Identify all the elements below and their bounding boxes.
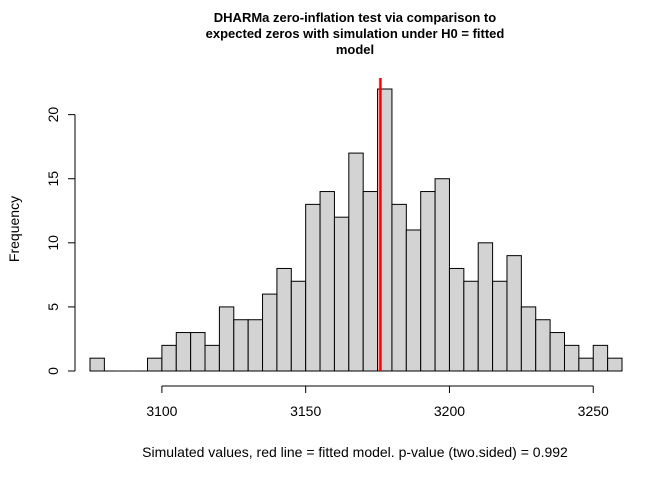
y-tick-label: 15 <box>45 171 61 187</box>
histogram-bar <box>520 306 537 372</box>
histogram-bar <box>161 344 177 372</box>
histogram-bar <box>262 293 278 372</box>
histogram-bar <box>276 267 292 372</box>
chart-title-line-3: model <box>336 42 374 57</box>
histogram-bars <box>89 88 623 372</box>
histogram-bar <box>348 152 364 372</box>
chart-title: DHARMa zero-inflation test via compariso… <box>206 10 505 57</box>
y-tick-label: 20 <box>45 107 61 123</box>
histogram-bar <box>204 344 220 372</box>
histogram-bar <box>218 306 235 372</box>
histogram-bar <box>247 319 264 372</box>
x-tick-label: 3150 <box>290 403 321 419</box>
histogram-bar <box>319 191 335 372</box>
chart-title-line-1: DHARMa zero-inflation test via compariso… <box>214 10 496 25</box>
histogram-bar <box>333 216 350 372</box>
histogram-bar <box>89 357 105 372</box>
y-axis: 0 5 10 15 20 <box>45 107 76 375</box>
histogram-bar <box>477 242 494 372</box>
histogram-bar <box>405 229 422 372</box>
histogram-bar <box>535 319 551 372</box>
y-tick-label: 0 <box>45 367 61 375</box>
histogram-bar <box>305 203 321 372</box>
histogram-bar <box>563 344 580 372</box>
histogram-bar <box>362 191 379 372</box>
x-axis: 3100 3150 3200 3250 <box>146 385 609 419</box>
histogram-bar <box>147 357 163 372</box>
y-tick-label: 5 <box>45 303 61 311</box>
x-axis-label: Simulated values, red line = fitted mode… <box>142 444 568 460</box>
x-tick-label: 3200 <box>434 403 465 419</box>
histogram-bar <box>607 357 623 372</box>
histogram-bar <box>492 280 508 372</box>
histogram-bar <box>448 267 465 372</box>
histogram-bar <box>290 280 307 372</box>
histogram-bar <box>506 255 522 372</box>
histogram-bar <box>233 319 249 372</box>
y-tick-label: 10 <box>45 235 61 251</box>
histogram-bar <box>549 332 565 372</box>
x-tick-label: 3100 <box>146 403 177 419</box>
x-tick-label: 3250 <box>578 403 609 419</box>
histogram-bar <box>175 332 192 372</box>
histogram-bar <box>463 280 479 372</box>
histogram-bar <box>578 357 594 372</box>
histogram-bar <box>391 203 407 372</box>
chart-title-line-2: expected zeros with simulation under H0 … <box>206 26 505 41</box>
histogram-bar <box>434 178 450 372</box>
y-axis-label: Frequency <box>6 196 22 262</box>
histogram-bar <box>592 344 609 372</box>
histogram-bar <box>190 332 206 372</box>
histogram-bar <box>420 191 436 372</box>
